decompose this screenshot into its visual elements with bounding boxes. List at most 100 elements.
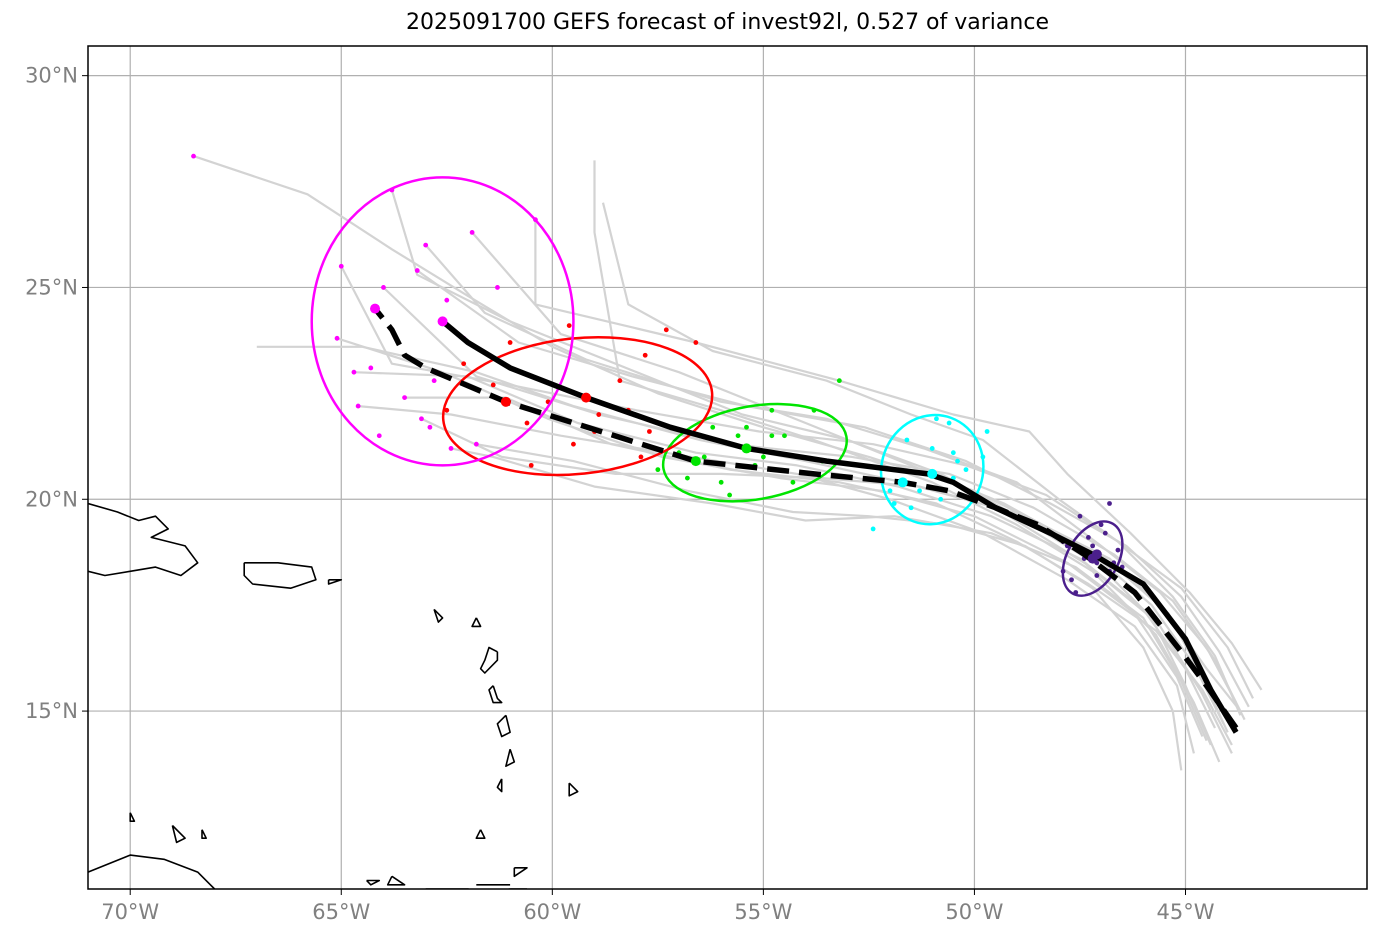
member-point [760, 454, 766, 460]
member-point [338, 263, 344, 269]
member-point [1094, 573, 1100, 578]
dashed-track-center [370, 303, 381, 314]
coastline [201, 829, 207, 840]
member-point [368, 365, 374, 371]
x-tick-label: 45°W [1156, 900, 1214, 924]
member-point [836, 378, 842, 384]
member-point [663, 327, 669, 333]
member-point [790, 479, 796, 485]
x-tick-label: 70°W [101, 900, 159, 924]
dashed-track-center [897, 477, 908, 488]
member-point [571, 441, 576, 447]
coastline [366, 879, 381, 886]
member-point [693, 340, 699, 345]
coastlines [88, 502, 579, 889]
coastline [433, 608, 444, 623]
member-point [1107, 501, 1112, 506]
member-point [524, 420, 530, 426]
coastline [513, 866, 528, 878]
member-point [710, 424, 716, 430]
member-point [1077, 513, 1083, 519]
x-tick-label: 60°W [523, 900, 581, 924]
member-point [444, 407, 450, 413]
coastline [505, 748, 516, 768]
member-point [891, 501, 897, 506]
member-point [414, 268, 420, 273]
plot-area [88, 153, 1263, 889]
member-point [596, 412, 602, 417]
uncertainty-ellipse [310, 176, 575, 467]
y-tick-label: 25°N [25, 275, 78, 299]
coastline [496, 778, 503, 793]
ensemble-track [340, 265, 1242, 716]
member-point [769, 433, 775, 439]
member-point [495, 285, 500, 290]
member-point [617, 378, 623, 384]
chart-title: 2025091700 GEFS forecast of invest92l, 0… [406, 10, 1049, 35]
member-point [870, 526, 876, 532]
member-point [1090, 543, 1096, 549]
member-point [351, 369, 357, 375]
axis-ticks: 70°W 65°W 60°W 55°W 50°W 45°W 30°N 25°N 20°N 15°N [25, 64, 1215, 924]
member-point [431, 378, 437, 384]
member-point [984, 429, 990, 434]
ensemble-track [593, 160, 1221, 763]
member-point [727, 492, 733, 498]
member-point [473, 441, 479, 447]
member-point [782, 433, 787, 439]
member-point [887, 488, 893, 494]
member-point [929, 446, 935, 451]
member-point [191, 153, 196, 159]
coastline [171, 824, 186, 844]
solid-track-center [581, 392, 592, 403]
member-point [490, 382, 496, 388]
member-point [735, 433, 741, 439]
member-point [334, 335, 340, 341]
member-point [917, 488, 922, 494]
member-point [448, 446, 454, 451]
coastline [568, 782, 579, 797]
member-point [1086, 534, 1091, 540]
member-point [423, 242, 429, 248]
ensemble-track [358, 405, 1195, 754]
coastline [479, 646, 499, 674]
member-point [684, 475, 690, 481]
member-point [469, 229, 475, 235]
member-point [955, 458, 960, 464]
member-point [1069, 577, 1074, 583]
member-point [381, 285, 386, 290]
member-point [642, 352, 648, 358]
member-point [1098, 522, 1104, 528]
member-point [718, 479, 724, 485]
ensemble-track [416, 269, 1250, 708]
coastline [327, 578, 343, 585]
ensemble-member-points [191, 153, 1125, 595]
solid-track-center [741, 443, 752, 454]
ensemble-track [193, 155, 1242, 712]
member-point [355, 403, 361, 409]
member-point [419, 416, 424, 422]
member-point [950, 450, 956, 456]
mean-tracks [372, 306, 1239, 734]
member-point [376, 433, 382, 439]
coastline [88, 854, 216, 889]
member-point [655, 467, 661, 473]
coastline [475, 829, 486, 840]
y-tick-label: 15°N [25, 699, 78, 723]
ensemble-track [424, 244, 1238, 704]
ensemble-tracks [193, 155, 1263, 771]
member-point [934, 416, 939, 422]
ensemble-track [476, 443, 1183, 771]
y-tick-label: 30°N [25, 64, 78, 88]
member-point [963, 467, 969, 473]
x-tick-label: 55°W [734, 900, 792, 924]
uncertainty-ellipse [879, 413, 985, 526]
coastline [243, 561, 317, 590]
x-tick-label: 50°W [945, 900, 1003, 924]
plot-frame [87, 45, 1368, 890]
coastline [496, 714, 511, 738]
member-point [402, 395, 407, 401]
x-tick-label: 65°W [312, 900, 370, 924]
mean-track-solid [440, 319, 1239, 734]
